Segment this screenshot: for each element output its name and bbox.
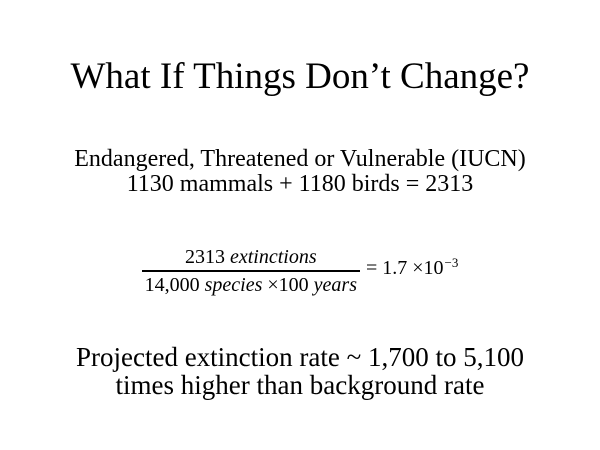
slide-title: What If Things Don’t Change? — [70, 56, 530, 97]
equation-fraction: 2313 extinctions 14,000 species ×100 yea… — [141, 244, 360, 298]
result-coefficient: 1.7 — [382, 256, 408, 279]
conclusion-block: Projected extinction rate ~ 1,700 to 5,1… — [0, 343, 600, 399]
denominator-multiplier: ×100 — [267, 274, 309, 296]
equals-sign: = — [365, 256, 378, 279]
result-exponent: −3 — [444, 254, 459, 270]
conclusion-line-2: times higher than background rate — [115, 370, 485, 400]
extinction-rate-equation: 2313 extinctions 14,000 species ×100 yea… — [0, 244, 600, 298]
denominator-unit-2: years — [313, 274, 357, 296]
fraction-numerator: 2313 extinctions — [185, 244, 317, 270]
numerator-unit: extinctions — [229, 246, 317, 268]
numerator-value: 2313 — [184, 246, 225, 268]
statement-block: Endangered, Threatened or Vulnerable (IU… — [0, 147, 600, 197]
statement-line-2: 1130 mammals + 1180 birds = 2313 — [126, 171, 474, 197]
fraction-denominator: 14,000 species ×100 years — [141, 270, 360, 298]
conclusion-line-1: Projected extinction rate ~ 1,700 to 5,1… — [75, 342, 524, 372]
denominator-value: 14,000 — [144, 274, 200, 296]
statement-line-1: Endangered, Threatened or Vulnerable (IU… — [74, 146, 526, 172]
result-base: ×10 — [412, 256, 444, 279]
equation-result: = 1.7 ×10−3 — [365, 254, 459, 280]
denominator-unit-1: species — [204, 274, 263, 296]
